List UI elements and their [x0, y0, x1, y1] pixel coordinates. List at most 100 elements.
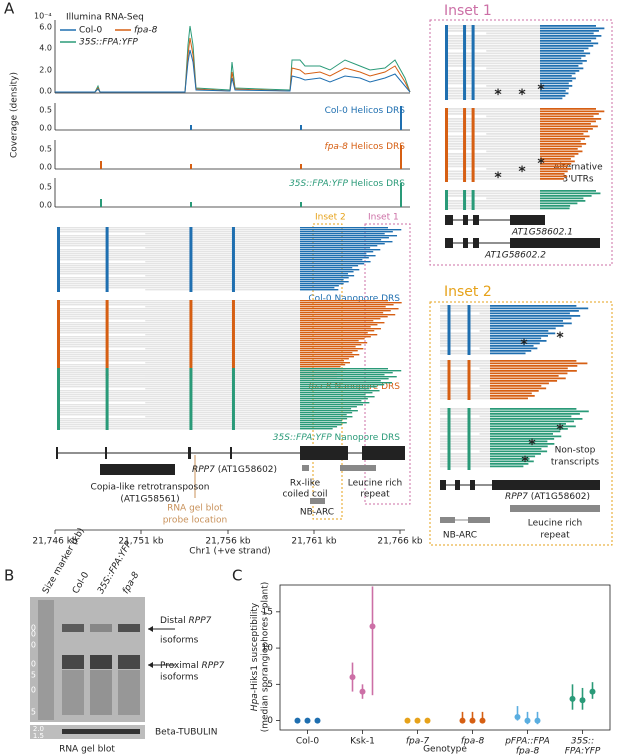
exon	[189, 300, 193, 378]
read-end	[490, 320, 564, 322]
read-end	[490, 397, 528, 400]
read-end	[490, 340, 547, 342]
read-end	[490, 450, 548, 453]
read	[57, 235, 300, 237]
asterisk: *	[521, 454, 529, 470]
read	[445, 70, 540, 72]
x-tick-label: fpa-8	[516, 747, 540, 755]
read-end	[300, 338, 365, 340]
read-end	[540, 70, 580, 72]
read-end	[490, 443, 555, 445]
probe-label: RNA gel blot	[167, 504, 223, 514]
read	[440, 362, 490, 365]
read-end	[300, 235, 398, 237]
y-tick-label: 5	[267, 680, 273, 690]
isoform-label: AT1G58602.2	[484, 251, 546, 261]
read-end	[490, 410, 589, 413]
isoform-label: AT1G58602.1	[511, 228, 573, 238]
domain-label: Rx-like	[290, 479, 321, 489]
read	[145, 320, 300, 322]
domain-label: Leucine rich	[528, 519, 583, 529]
asterisk: *	[528, 437, 536, 453]
read	[57, 428, 300, 430]
read	[57, 277, 300, 279]
read	[145, 334, 300, 336]
point	[479, 717, 486, 724]
x-label: Chr1 (+ve strand)	[189, 547, 270, 557]
read	[445, 87, 540, 90]
gene-label: (AT1G58561)	[120, 495, 179, 505]
read	[440, 327, 490, 330]
size-label: 1.0	[23, 686, 36, 695]
exon	[463, 25, 467, 100]
read-end	[300, 229, 402, 231]
read	[57, 318, 300, 320]
band-label: isoforms	[160, 636, 199, 646]
exon	[57, 227, 60, 292]
read-end	[490, 382, 549, 385]
read	[445, 72, 540, 75]
read-end	[490, 305, 577, 307]
read-end	[300, 412, 353, 414]
read	[57, 426, 300, 428]
exon	[105, 227, 109, 292]
point	[524, 717, 531, 724]
read	[445, 95, 540, 97]
read	[479, 330, 490, 332]
exon	[467, 305, 471, 355]
read	[440, 322, 490, 325]
domain-label: Leucine rich	[348, 479, 403, 489]
read	[57, 352, 300, 354]
read-end	[300, 378, 389, 380]
read-end	[300, 273, 349, 275]
read-end	[490, 435, 562, 438]
read-end	[490, 372, 568, 375]
read-end	[540, 202, 578, 205]
read	[57, 265, 300, 267]
read	[486, 32, 540, 35]
exon	[447, 408, 451, 470]
exon	[57, 300, 60, 378]
read	[445, 35, 540, 37]
read-end	[300, 410, 358, 412]
read-end	[490, 458, 530, 460]
gene-name: RPP7	[202, 661, 225, 671]
exponent: 10⁻⁴	[34, 12, 52, 21]
read	[445, 97, 540, 100]
read	[445, 200, 540, 202]
read-end	[490, 312, 570, 315]
read	[145, 306, 300, 308]
read-end	[300, 400, 362, 402]
read-end	[300, 390, 380, 392]
caption: RNA gel blot	[59, 745, 115, 755]
read	[57, 326, 300, 328]
plot-frame	[279, 584, 611, 731]
read	[440, 455, 490, 458]
read-end	[490, 330, 549, 332]
read	[445, 140, 540, 143]
read	[57, 366, 300, 368]
read	[57, 227, 300, 229]
band-label-word: Proximal	[160, 661, 199, 671]
read-end	[540, 168, 572, 170]
read-end	[540, 87, 569, 90]
read-end	[540, 72, 576, 75]
assay: Nanopore DRS	[335, 433, 401, 443]
read-end	[540, 65, 579, 67]
read	[440, 390, 490, 392]
point	[349, 674, 356, 681]
read-end	[300, 356, 354, 358]
read-end	[490, 380, 558, 382]
read-end	[540, 45, 594, 47]
read-end	[300, 364, 346, 366]
read-end	[540, 160, 575, 163]
read-end	[300, 324, 378, 326]
band-label: Proximal RPP7	[160, 661, 225, 671]
read-end	[540, 200, 586, 202]
read-end	[300, 300, 388, 302]
signal	[190, 164, 192, 169]
signal	[190, 125, 192, 130]
read	[445, 148, 540, 150]
read-end	[490, 315, 581, 317]
read	[445, 192, 540, 195]
